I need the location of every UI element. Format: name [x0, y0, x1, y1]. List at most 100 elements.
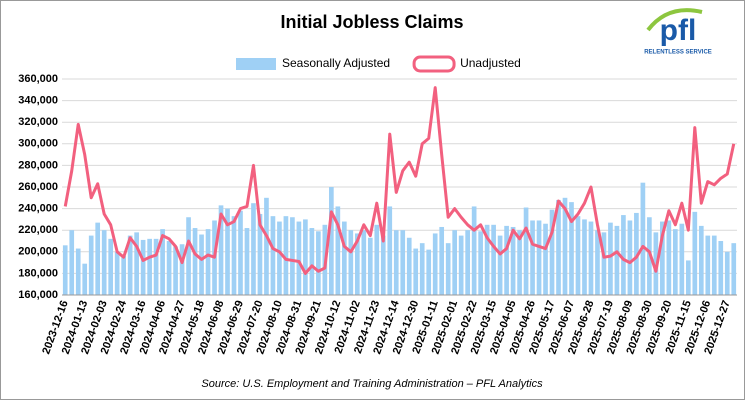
legend-label: Seasonally Adjusted [282, 56, 390, 70]
bar [698, 225, 704, 295]
bar [588, 221, 594, 295]
bar [257, 214, 263, 295]
bar [348, 230, 354, 295]
bar [140, 239, 146, 295]
bar [82, 263, 88, 295]
bar [582, 219, 587, 295]
y-tick-label: 280,000 [18, 159, 58, 171]
bar [231, 216, 237, 295]
bar [387, 206, 393, 295]
logo-text: pfl [660, 14, 697, 47]
bar [153, 238, 159, 295]
bar [685, 260, 691, 295]
legend-swatch [236, 58, 276, 70]
bar [309, 228, 315, 295]
bar [673, 229, 678, 295]
bar [510, 226, 516, 295]
bar [374, 224, 380, 295]
bar [329, 187, 334, 295]
bar [569, 202, 574, 295]
bar [354, 233, 360, 295]
bar [634, 212, 639, 295]
bar [173, 246, 178, 295]
bar [166, 241, 172, 295]
bar [413, 248, 419, 295]
bar [95, 222, 101, 295]
bar [251, 203, 256, 295]
bar [400, 230, 406, 295]
bar [114, 251, 120, 295]
bar [445, 243, 451, 295]
legend-swatch [412, 55, 456, 73]
bar [478, 231, 483, 295]
bar [108, 238, 114, 295]
bar [199, 234, 204, 295]
bar [575, 216, 581, 295]
bar [361, 230, 367, 295]
legend-item: Seasonally Adjusted [236, 56, 390, 70]
chart-title: Initial Jobless Claims [280, 12, 463, 32]
bar [277, 221, 282, 295]
legend-item: Unadjusted [412, 55, 521, 73]
bar [705, 235, 711, 295]
source: Source: U.S. Employment and Training Adm… [201, 378, 543, 390]
bar [205, 229, 211, 295]
bar [270, 216, 276, 295]
bar [192, 228, 198, 295]
y-tick-label: 300,000 [18, 138, 58, 150]
y-tick-label: 200,000 [18, 246, 58, 258]
bar [134, 232, 139, 295]
bar [692, 211, 698, 295]
bar [718, 241, 724, 295]
bar [724, 251, 730, 295]
bar [238, 210, 243, 295]
bar [335, 206, 341, 295]
bar [426, 249, 432, 295]
bar [679, 223, 685, 295]
bar [660, 221, 665, 295]
bar [549, 209, 555, 295]
bar [341, 221, 347, 295]
bar [608, 222, 613, 295]
bar [731, 243, 737, 295]
y-tick-label: 360,000 [18, 73, 58, 85]
bar [666, 220, 672, 295]
bar [465, 230, 470, 295]
bar [101, 230, 107, 295]
bar [367, 237, 373, 295]
y-tick-label: 240,000 [18, 203, 58, 215]
bar [62, 245, 68, 295]
line [63, 86, 736, 275]
bar [244, 228, 250, 295]
bar [225, 208, 230, 295]
logo-swoosh [646, 8, 703, 32]
bar [303, 219, 308, 295]
bar [147, 238, 152, 295]
bar [88, 235, 94, 295]
bar [296, 221, 302, 295]
bar [614, 225, 620, 295]
bar [380, 235, 386, 295]
bar [283, 216, 289, 295]
bar [186, 217, 191, 295]
bar [484, 224, 490, 295]
y-tick-label: 340,000 [18, 95, 58, 107]
bar [419, 243, 425, 295]
bar [517, 230, 522, 295]
legend-label: Unadjusted [460, 56, 521, 70]
bar [504, 225, 509, 295]
y-tick-label: 180,000 [18, 267, 58, 279]
bar [121, 256, 126, 295]
bar [290, 217, 295, 295]
bar [471, 206, 477, 295]
bar [439, 226, 445, 295]
bar [562, 197, 568, 295]
y-tick-label: 220,000 [18, 224, 58, 236]
logo-tagline: RELENTLESS SERVICE [644, 50, 712, 56]
y-tick-label: 160,000 [18, 289, 58, 301]
bar [316, 231, 321, 295]
bar [543, 223, 548, 295]
logo: pfl RELENTLESS SERVICE [644, 8, 712, 56]
